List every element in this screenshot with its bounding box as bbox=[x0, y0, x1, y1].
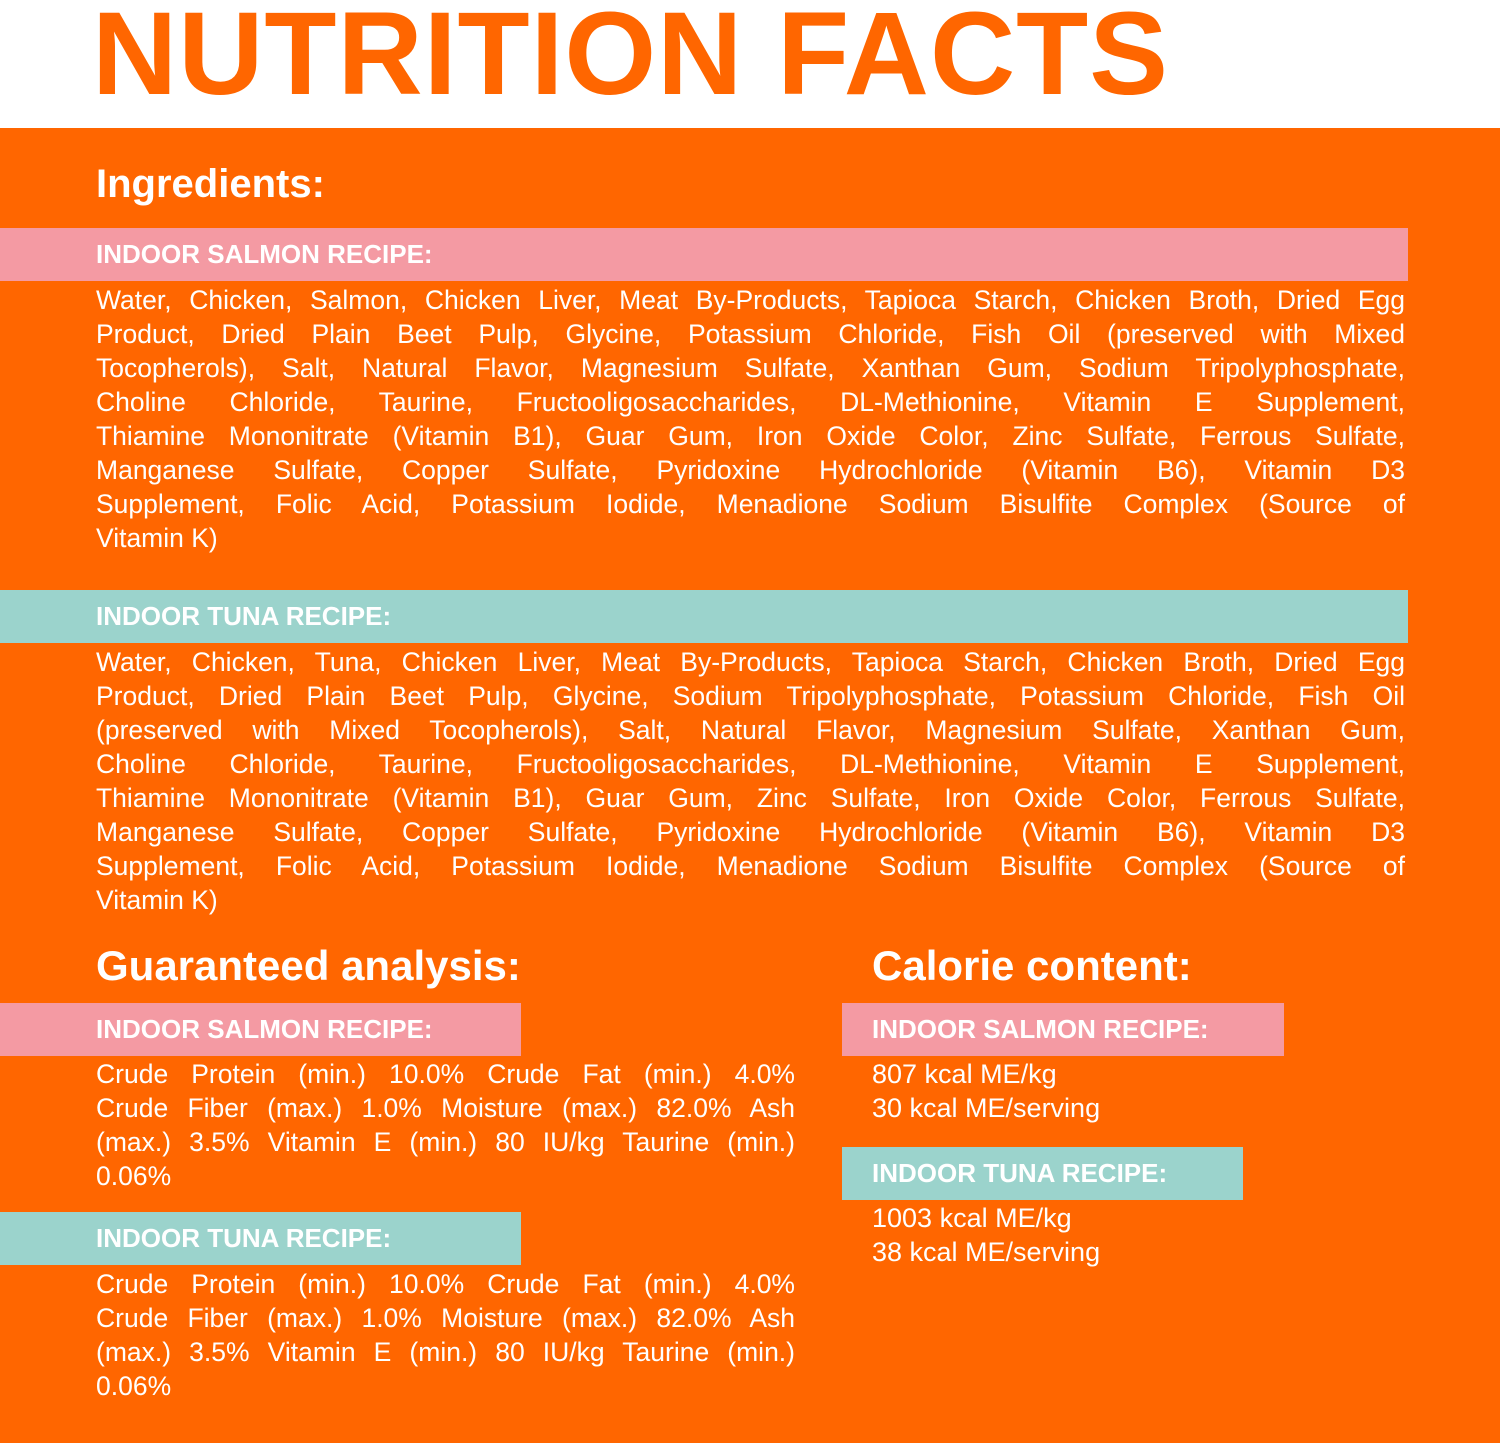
text-line: Product, Dried Plain Beet Pulp, Glycine,… bbox=[96, 319, 1405, 349]
header: NUTRITION FACTS bbox=[0, 0, 1500, 128]
text-line: Water, Chicken, Tuna, Chicken Liver, Mea… bbox=[96, 647, 1405, 677]
tuna-analysis-label: INDOOR TUNA RECIPE: bbox=[96, 1223, 392, 1253]
salmon-ingredients-text: Water, Chicken, Salmon, Chicken Liver, M… bbox=[96, 283, 1405, 555]
text-line: Tocopherols), Salt, Natural Flavor, Magn… bbox=[96, 353, 1405, 383]
tuna-ingredients-text: Water, Chicken, Tuna, Chicken Liver, Mea… bbox=[96, 645, 1405, 917]
text-line: Manganese Sulfate, Copper Sulfate, Pyrid… bbox=[96, 817, 1405, 847]
tuna-calorie-per-serving: 38 kcal ME/serving bbox=[872, 1237, 1101, 1267]
ingredients-heading: Ingredients: bbox=[96, 162, 325, 206]
text-line: Crude Protein (min.) 10.0% Crude Fat (mi… bbox=[96, 1269, 795, 1299]
salmon-calorie-bar: INDOOR SALMON RECIPE: bbox=[842, 1003, 1284, 1056]
salmon-calorie-per-kg: 807 kcal ME/kg bbox=[872, 1059, 1057, 1089]
salmon-calorie-label: INDOOR SALMON RECIPE: bbox=[872, 1014, 1209, 1044]
salmon-ingredients-bar: INDOOR SALMON RECIPE: bbox=[0, 228, 1408, 281]
text-line: Crude Fiber (max.) 1.0% Moisture (max.) … bbox=[96, 1303, 795, 1333]
text-line: Choline Chloride, Taurine, Fructooligosa… bbox=[96, 387, 1405, 417]
text-line: Product, Dried Plain Beet Pulp, Glycine,… bbox=[96, 681, 1405, 711]
text-line: Thiamine Mononitrate (Vitamin B1), Guar … bbox=[96, 421, 1405, 451]
text-line: Water, Chicken, Salmon, Chicken Liver, M… bbox=[96, 285, 1405, 315]
text-line: Thiamine Mononitrate (Vitamin B1), Guar … bbox=[96, 783, 1405, 813]
tuna-calorie-bar: INDOOR TUNA RECIPE: bbox=[842, 1147, 1243, 1200]
salmon-analysis-bar: INDOOR SALMON RECIPE: bbox=[0, 1003, 521, 1056]
text-line: Manganese Sulfate, Copper Sulfate, Pyrid… bbox=[96, 455, 1405, 485]
page-title: NUTRITION FACTS bbox=[92, 0, 1169, 120]
text-line: Choline Chloride, Taurine, Fructooligosa… bbox=[96, 749, 1405, 779]
text-line: Supplement, Folic Acid, Potassium Iodide… bbox=[96, 851, 1405, 881]
text-line: (max.) 3.5% Vitamin E (min.) 80 IU/kg Ta… bbox=[96, 1127, 795, 1157]
tuna-calorie-label: INDOOR TUNA RECIPE: bbox=[872, 1158, 1168, 1188]
text-line: Crude Protein (min.) 10.0% Crude Fat (mi… bbox=[96, 1059, 795, 1089]
tuna-calorie-per-kg: 1003 kcal ME/kg bbox=[872, 1203, 1072, 1233]
text-line: (preserved with Mixed Tocopherols), Salt… bbox=[96, 715, 1405, 745]
text-line: (max.) 3.5% Vitamin E (min.) 80 IU/kg Ta… bbox=[96, 1337, 795, 1367]
tuna-analysis-text: Crude Protein (min.) 10.0% Crude Fat (mi… bbox=[96, 1267, 795, 1403]
text-line: Vitamin K) bbox=[96, 523, 218, 553]
text-line: Supplement, Folic Acid, Potassium Iodide… bbox=[96, 489, 1405, 519]
text-line: 0.06% bbox=[96, 1371, 172, 1401]
analysis-heading: Guaranteed analysis: bbox=[96, 942, 521, 989]
salmon-analysis-label: INDOOR SALMON RECIPE: bbox=[96, 1014, 433, 1044]
salmon-analysis-text: Crude Protein (min.) 10.0% Crude Fat (mi… bbox=[96, 1057, 795, 1193]
tuna-analysis-bar: INDOOR TUNA RECIPE: bbox=[0, 1212, 521, 1265]
text-line: Crude Fiber (max.) 1.0% Moisture (max.) … bbox=[96, 1093, 795, 1123]
calorie-heading: Calorie content: bbox=[872, 942, 1192, 989]
salmon-calorie-per-serving: 30 kcal ME/serving bbox=[872, 1093, 1101, 1123]
salmon-ingredients-label: INDOOR SALMON RECIPE: bbox=[96, 239, 433, 269]
text-line: 0.06% bbox=[96, 1161, 172, 1191]
tuna-ingredients-label: INDOOR TUNA RECIPE: bbox=[96, 601, 392, 631]
tuna-ingredients-bar: INDOOR TUNA RECIPE: bbox=[0, 590, 1408, 643]
text-line: Vitamin K) bbox=[96, 885, 218, 915]
